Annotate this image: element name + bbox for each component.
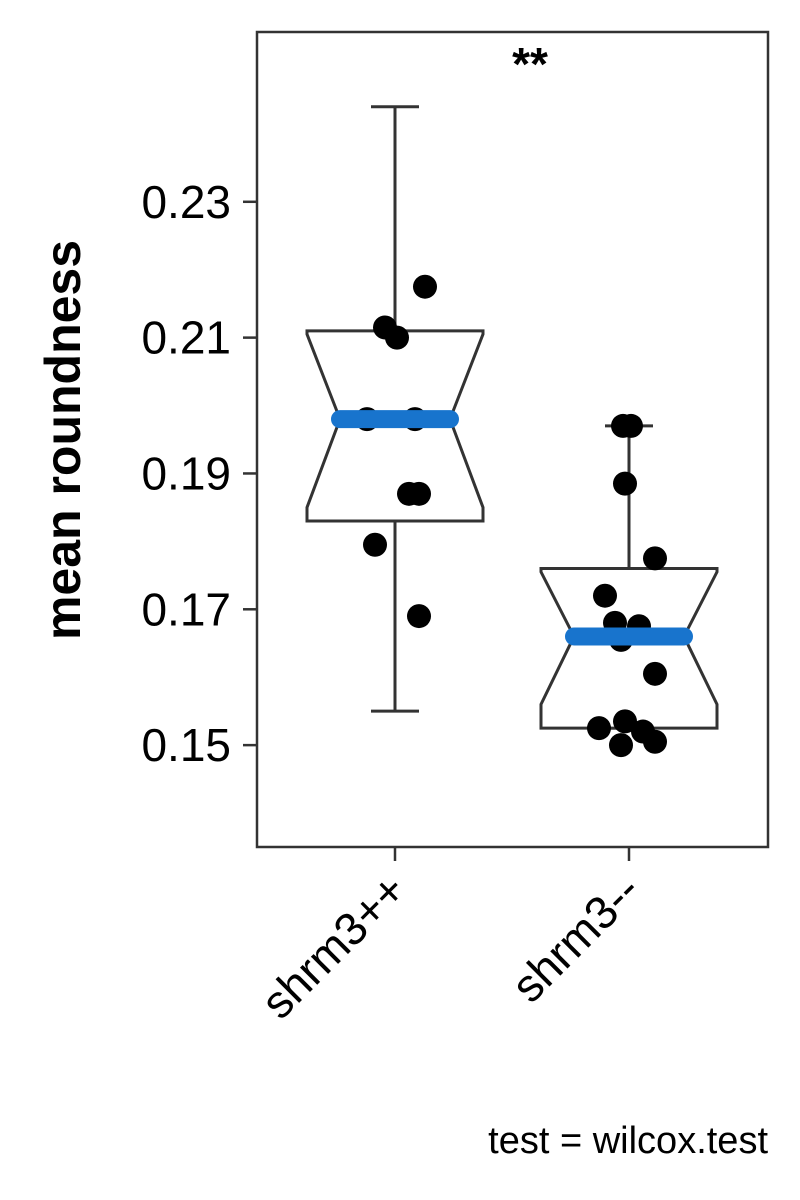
- data-point: [619, 413, 643, 438]
- box-2: [539, 413, 719, 758]
- data-point: [385, 325, 409, 350]
- data-point: [643, 546, 667, 571]
- x-tick-label: shrm3--: [501, 863, 650, 1012]
- x-tick-label: shrm3++: [251, 863, 416, 1028]
- y-tick-label: 0.23: [141, 176, 231, 228]
- plot-area: [305, 105, 719, 758]
- data-point: [413, 274, 437, 299]
- box-1: [305, 105, 485, 713]
- y-axis-label: mean roundness: [35, 240, 91, 640]
- data-point: [613, 471, 637, 496]
- y-tick-label: 0.19: [141, 447, 231, 499]
- data-point: [613, 709, 637, 734]
- y-tick-label: 0.21: [141, 312, 231, 364]
- panel-border: [255, 30, 770, 849]
- test-caption: test = wilcox.test: [488, 1120, 768, 1162]
- data-point: [363, 532, 387, 557]
- y-tick-label: 0.15: [141, 719, 231, 771]
- data-point: [407, 481, 431, 506]
- y-tick-label: 0.17: [141, 583, 231, 635]
- significance-label: **: [512, 38, 548, 90]
- data-point: [593, 583, 617, 608]
- data-point: [643, 729, 667, 754]
- data-point: [587, 716, 611, 741]
- data-point: [609, 733, 633, 758]
- axes: 0.15 0.17 0.19 0.21 0.23 shrm3++ shrm3--: [141, 30, 770, 1028]
- data-point: [643, 661, 667, 686]
- data-point: [407, 604, 431, 629]
